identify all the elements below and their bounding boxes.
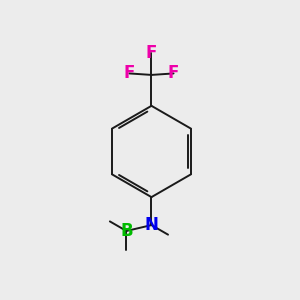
Text: B: B <box>120 222 133 240</box>
Text: F: F <box>168 64 179 82</box>
Text: F: F <box>146 44 157 62</box>
Text: N: N <box>145 216 158 234</box>
Text: F: F <box>124 64 135 82</box>
